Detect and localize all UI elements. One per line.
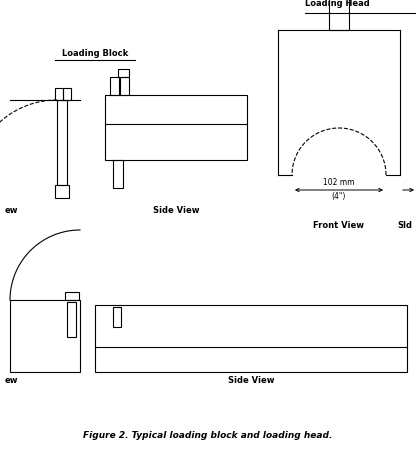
Text: Front View: Front View bbox=[314, 221, 364, 230]
Bar bbox=[63, 88, 71, 100]
Bar bbox=[113, 307, 121, 327]
Bar bbox=[10, 300, 80, 372]
Bar bbox=[67, 302, 76, 337]
Text: Side View: Side View bbox=[153, 206, 199, 215]
Bar bbox=[118, 69, 129, 77]
Bar bbox=[55, 185, 69, 198]
Text: Figure 2. Typical loading block and loading head.: Figure 2. Typical loading block and load… bbox=[83, 431, 333, 440]
Text: Loading Head: Loading Head bbox=[305, 0, 370, 8]
Bar bbox=[110, 77, 119, 95]
Bar bbox=[329, 0, 349, 30]
Bar bbox=[55, 88, 63, 100]
Text: (4"): (4") bbox=[332, 192, 346, 201]
Bar bbox=[65, 292, 79, 300]
Text: ew: ew bbox=[5, 376, 18, 385]
Text: Side View: Side View bbox=[228, 376, 274, 385]
Text: Loading Block: Loading Block bbox=[62, 49, 128, 58]
Text: ew: ew bbox=[5, 206, 18, 215]
Bar bbox=[113, 160, 123, 188]
Bar bbox=[105, 95, 247, 160]
Bar bbox=[95, 305, 407, 372]
Text: 102 mm: 102 mm bbox=[323, 178, 355, 187]
Text: Sld: Sld bbox=[397, 221, 412, 230]
Bar bbox=[57, 100, 67, 185]
Bar bbox=[120, 77, 129, 95]
